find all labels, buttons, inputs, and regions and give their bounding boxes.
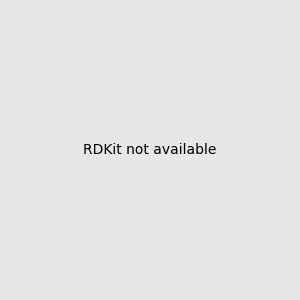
Text: RDKit not available: RDKit not available: [83, 143, 217, 157]
